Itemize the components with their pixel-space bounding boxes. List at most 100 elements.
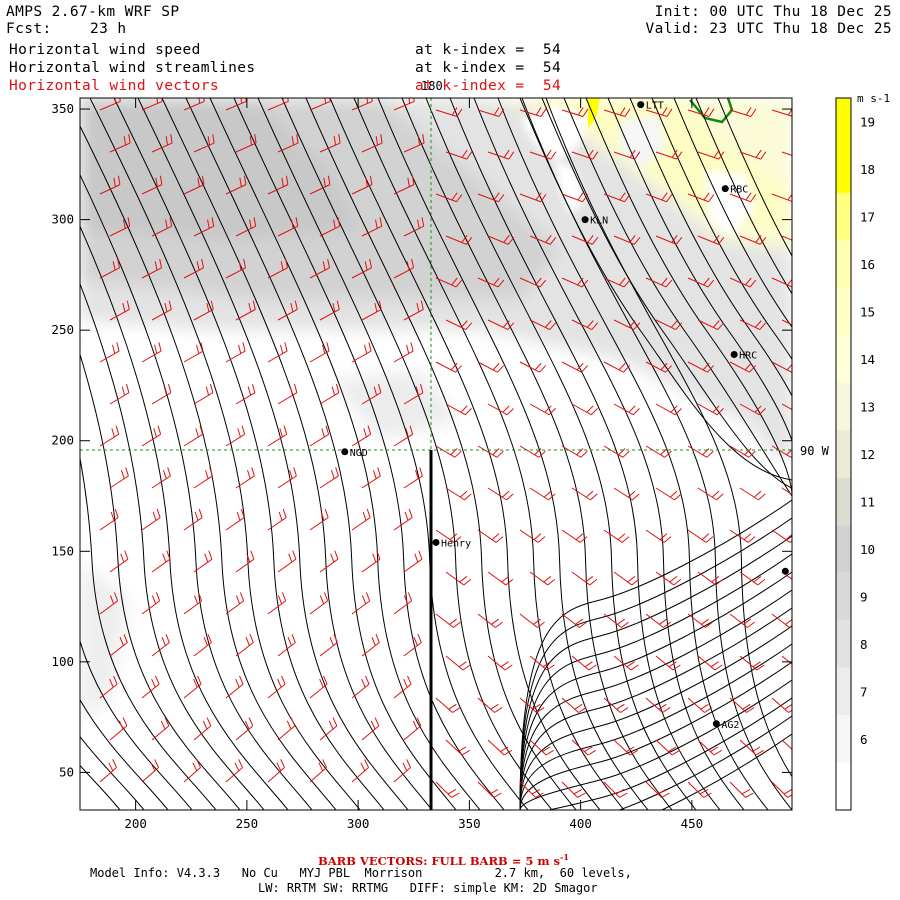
forecast-hour: 23 h (90, 21, 127, 37)
streamline-east (519, 589, 792, 810)
wind-barb (561, 529, 588, 543)
wind-barb (771, 193, 792, 203)
wind-barb (183, 98, 205, 111)
wind-barb (729, 781, 754, 798)
wind-barb (655, 319, 683, 331)
wind-barb (781, 235, 792, 241)
init-time: Init: 00 UTC Thu 18 Dec 25 (654, 4, 892, 20)
station-marker (712, 720, 720, 728)
wind-barb (771, 361, 792, 373)
wind-barb (561, 192, 589, 203)
wind-barb (151, 550, 171, 573)
y-tick-label: 50 (59, 764, 74, 779)
station-label: NGD (350, 448, 368, 459)
wind-barb (267, 759, 285, 783)
wind-barb (781, 739, 792, 750)
wind-barb (141, 425, 162, 447)
wind-barb (235, 633, 254, 657)
wind-barb (267, 175, 289, 195)
wind-barb (571, 149, 599, 160)
wind-barb (561, 697, 587, 713)
wind-barb (183, 759, 201, 783)
wind-barb (487, 319, 515, 331)
colorbar-segment (836, 382, 851, 431)
wind-barb (613, 403, 640, 416)
station-label: LTT (646, 101, 664, 112)
wind-barb (277, 467, 297, 489)
field-level-streamlines: at k-index = 54 (415, 60, 562, 76)
wind-barb (151, 383, 172, 405)
wind-barb (277, 550, 297, 573)
y-tick-label: 100 (51, 654, 74, 669)
wind-barb (519, 277, 547, 288)
wind-barb (267, 675, 286, 699)
colorbar-label: 16 (860, 257, 875, 272)
colorbar-label: 15 (860, 305, 875, 320)
wind-barb (487, 487, 514, 501)
wind-barb (645, 781, 670, 798)
wind-barb (435, 781, 460, 798)
wind-barb (351, 258, 373, 279)
wind-barb (487, 739, 513, 756)
wind-barb (561, 107, 589, 117)
valid-time: Valid: 23 UTC Thu 18 Dec 25 (645, 21, 892, 37)
wind-barb (445, 403, 472, 416)
wind-barb (235, 467, 255, 489)
wind-barb (319, 300, 340, 321)
streamline (233, 98, 505, 810)
wind-barb (529, 319, 557, 331)
colorbar-label: 9 (860, 589, 868, 604)
wind-barb (393, 675, 412, 699)
colorbar-segment (836, 525, 851, 573)
station-marker (781, 567, 789, 575)
wind-barb (403, 550, 423, 573)
wind-barb (729, 613, 755, 628)
colorbar-label: 7 (860, 684, 868, 699)
barb-legend-exponent: -1 (560, 852, 569, 862)
wind-barb (225, 425, 246, 447)
x-tick-label: 250 (236, 816, 259, 831)
colorbar-segment (836, 335, 851, 383)
station-label: KLN (590, 216, 608, 227)
x-tick-label: 450 (681, 816, 704, 831)
wind-barb (445, 655, 471, 671)
wind-barb (487, 571, 514, 586)
wind-barb (613, 487, 640, 501)
streamline (80, 639, 193, 810)
wind-barb (99, 342, 120, 363)
wind-barb (393, 425, 414, 447)
wind-barb (267, 425, 288, 447)
colorbar-units: m s-1 (857, 92, 890, 105)
streamline-north (629, 98, 792, 520)
wind-barb (655, 487, 682, 501)
wind-barb (645, 192, 673, 203)
wind-barb (561, 445, 588, 458)
wind-barb (477, 361, 505, 373)
streamline-north (695, 98, 792, 544)
wind-barbs (99, 98, 792, 798)
wind-barb (319, 134, 341, 153)
station-marker (432, 538, 440, 546)
wind-barb (529, 655, 555, 671)
wind-barb (445, 319, 473, 331)
physics-info: LW: RRTM SW: RRTMG DIFF: simple KM: 2D S… (258, 881, 598, 895)
wind-barb (361, 550, 381, 573)
streamline (80, 173, 313, 810)
y-axis: 350 300 250 200 150 100 50 (51, 101, 792, 779)
wind-barb (771, 697, 792, 713)
wind-barb (603, 107, 631, 117)
wind-barb (655, 403, 682, 416)
wind-barb (277, 217, 299, 237)
wind-barb (193, 134, 215, 153)
wind-barb (729, 361, 757, 373)
streamline (161, 98, 433, 810)
wind-barb (435, 192, 463, 203)
wind-barb (645, 613, 671, 628)
wind-barb (403, 383, 424, 405)
streamline (80, 698, 169, 810)
x-tick-label: 400 (569, 816, 592, 831)
wind-barb (771, 277, 792, 288)
wind-barb (351, 592, 371, 615)
streamline-east (519, 553, 792, 810)
wind-barb (141, 98, 163, 111)
